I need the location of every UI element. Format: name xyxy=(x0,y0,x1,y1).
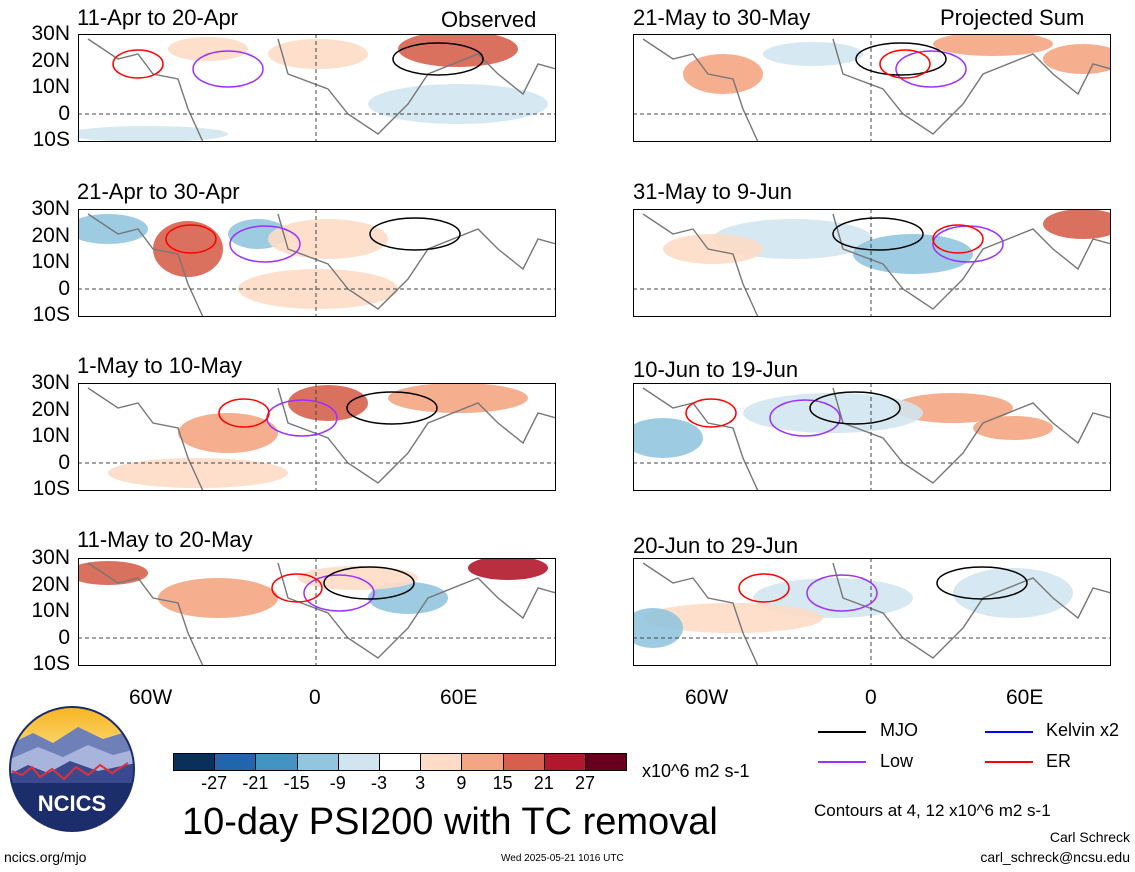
colorbar-swatch xyxy=(585,753,628,771)
legend-low-line xyxy=(818,761,866,763)
panel-title-2: 21-Apr to 30-Apr xyxy=(77,179,240,204)
lat-label-row1-3: 0 xyxy=(58,101,70,125)
legend-mjo-line xyxy=(818,731,866,733)
colorbar-swatch xyxy=(420,753,463,771)
colorbar-swatch xyxy=(543,753,586,771)
footer-timestamp: Wed 2025-05-21 1016 UTC xyxy=(501,853,624,864)
panel-title-5: 21-May to 30-May xyxy=(633,5,811,30)
colorbar-label: 9 xyxy=(456,773,467,793)
lon-label-60e-left: 60E xyxy=(440,686,478,709)
lon-label-60w-left: 60W xyxy=(129,686,173,709)
lat-label-row4-2: 10N xyxy=(31,599,70,622)
legend-kelvin-label: Kelvin x2 xyxy=(1046,720,1120,740)
legend-kelvin-line xyxy=(985,731,1033,733)
panel-title-3: 1-May to 10-May xyxy=(77,353,243,378)
panel-tag-observed: Observed xyxy=(441,7,537,32)
legend-low-label: Low xyxy=(880,751,914,771)
lon-label-60w-right: 60W xyxy=(685,686,729,709)
map-panel-7 xyxy=(633,383,1111,491)
lat-label-row2-1: 20N xyxy=(31,223,70,247)
lat-label-row4-4: 10S xyxy=(32,652,70,675)
lat-label-row1-4: 10S xyxy=(32,128,70,151)
colorbar-label: -9 xyxy=(329,773,346,793)
map-panel-2 xyxy=(78,209,556,317)
lon-label-0-left: 0 xyxy=(309,686,321,709)
map-panel-3 xyxy=(78,383,556,491)
figure-title: 10-day PSI200 with TC removal xyxy=(182,801,718,843)
lat-label-row2-4: 10S xyxy=(32,303,70,326)
footer-author: Carl Schreck xyxy=(1049,829,1130,845)
lon-label-60e-right: 60E xyxy=(1006,686,1044,709)
map-panel-6 xyxy=(633,209,1111,317)
panel-title-8: 20-Jun to 29-Jun xyxy=(633,533,799,558)
ncics-logo: NCICS xyxy=(9,706,135,832)
colorbar-swatch xyxy=(214,753,257,771)
footer-url[interactable]: ncics.org/mjo xyxy=(4,849,87,865)
panel-title-6: 31-May to 9-Jun xyxy=(633,179,792,204)
panel-tag-projected: Projected Sum xyxy=(940,5,1085,30)
lat-label-row4-0: 30N xyxy=(31,546,70,569)
panel-title-7: 10-Jun to 19-Jun xyxy=(633,357,799,382)
logo-text: NCICS xyxy=(38,791,106,816)
colorbar-swatch xyxy=(379,753,422,771)
lat-label-row3-2: 10N xyxy=(31,424,70,447)
lat-label-row1-1: 20N xyxy=(31,48,70,72)
lat-label-row2-2: 10N xyxy=(31,250,70,273)
lat-label-row1-0: 30N xyxy=(31,22,70,45)
colorbar-label: 21 xyxy=(533,773,554,793)
lat-label-row1-2: 10N xyxy=(31,75,70,98)
colorbar-swatch xyxy=(255,753,298,771)
legend-er-label: ER xyxy=(1046,751,1072,771)
colorbar-label: 27 xyxy=(574,773,596,793)
lat-label-row2-0: 30N xyxy=(31,197,70,220)
colorbar-label: -21 xyxy=(242,773,269,793)
contour-note: Contours at 4, 12 x10^6 m2 s-1 xyxy=(814,801,1051,820)
panel-title-4: 11-May to 20-May xyxy=(77,527,253,552)
colorbar-swatch xyxy=(173,753,216,771)
colorbar-swatch xyxy=(502,753,545,771)
lat-label-row3-4: 10S xyxy=(32,477,70,500)
map-panel-8 xyxy=(633,558,1111,666)
colorbar-label: -15 xyxy=(283,773,310,793)
lat-label-row2-3: 0 xyxy=(58,276,70,300)
colorbar-swatch xyxy=(461,753,504,771)
colorbar-label: -27 xyxy=(201,773,228,793)
colorbar-label: 3 xyxy=(415,773,426,793)
map-panel-1 xyxy=(78,34,556,142)
colorbar-label: -3 xyxy=(370,773,388,793)
map-panel-5 xyxy=(633,34,1111,142)
lat-label-row3-1: 20N xyxy=(31,397,70,421)
legend-mjo-label: MJO xyxy=(880,720,918,740)
lat-label-row4-3: 0 xyxy=(58,625,70,649)
panel-title-1: 11-Apr to 20-Apr xyxy=(77,5,239,30)
footer-email[interactable]: carl_schreck@ncsu.edu xyxy=(980,849,1130,865)
colorbar-units: x10^6 m2 s-1 xyxy=(642,761,750,781)
lat-label-row4-1: 20N xyxy=(31,572,70,596)
map-panel-4 xyxy=(78,558,556,666)
lon-label-0-right: 0 xyxy=(865,686,877,709)
legend-er-line xyxy=(985,761,1033,763)
colorbar-label: 15 xyxy=(492,773,513,793)
lat-label-row3-3: 0 xyxy=(58,450,70,474)
colorbar-swatch xyxy=(296,753,339,771)
lat-label-row3-0: 30N xyxy=(31,371,70,394)
colorbar-swatch xyxy=(337,753,380,771)
